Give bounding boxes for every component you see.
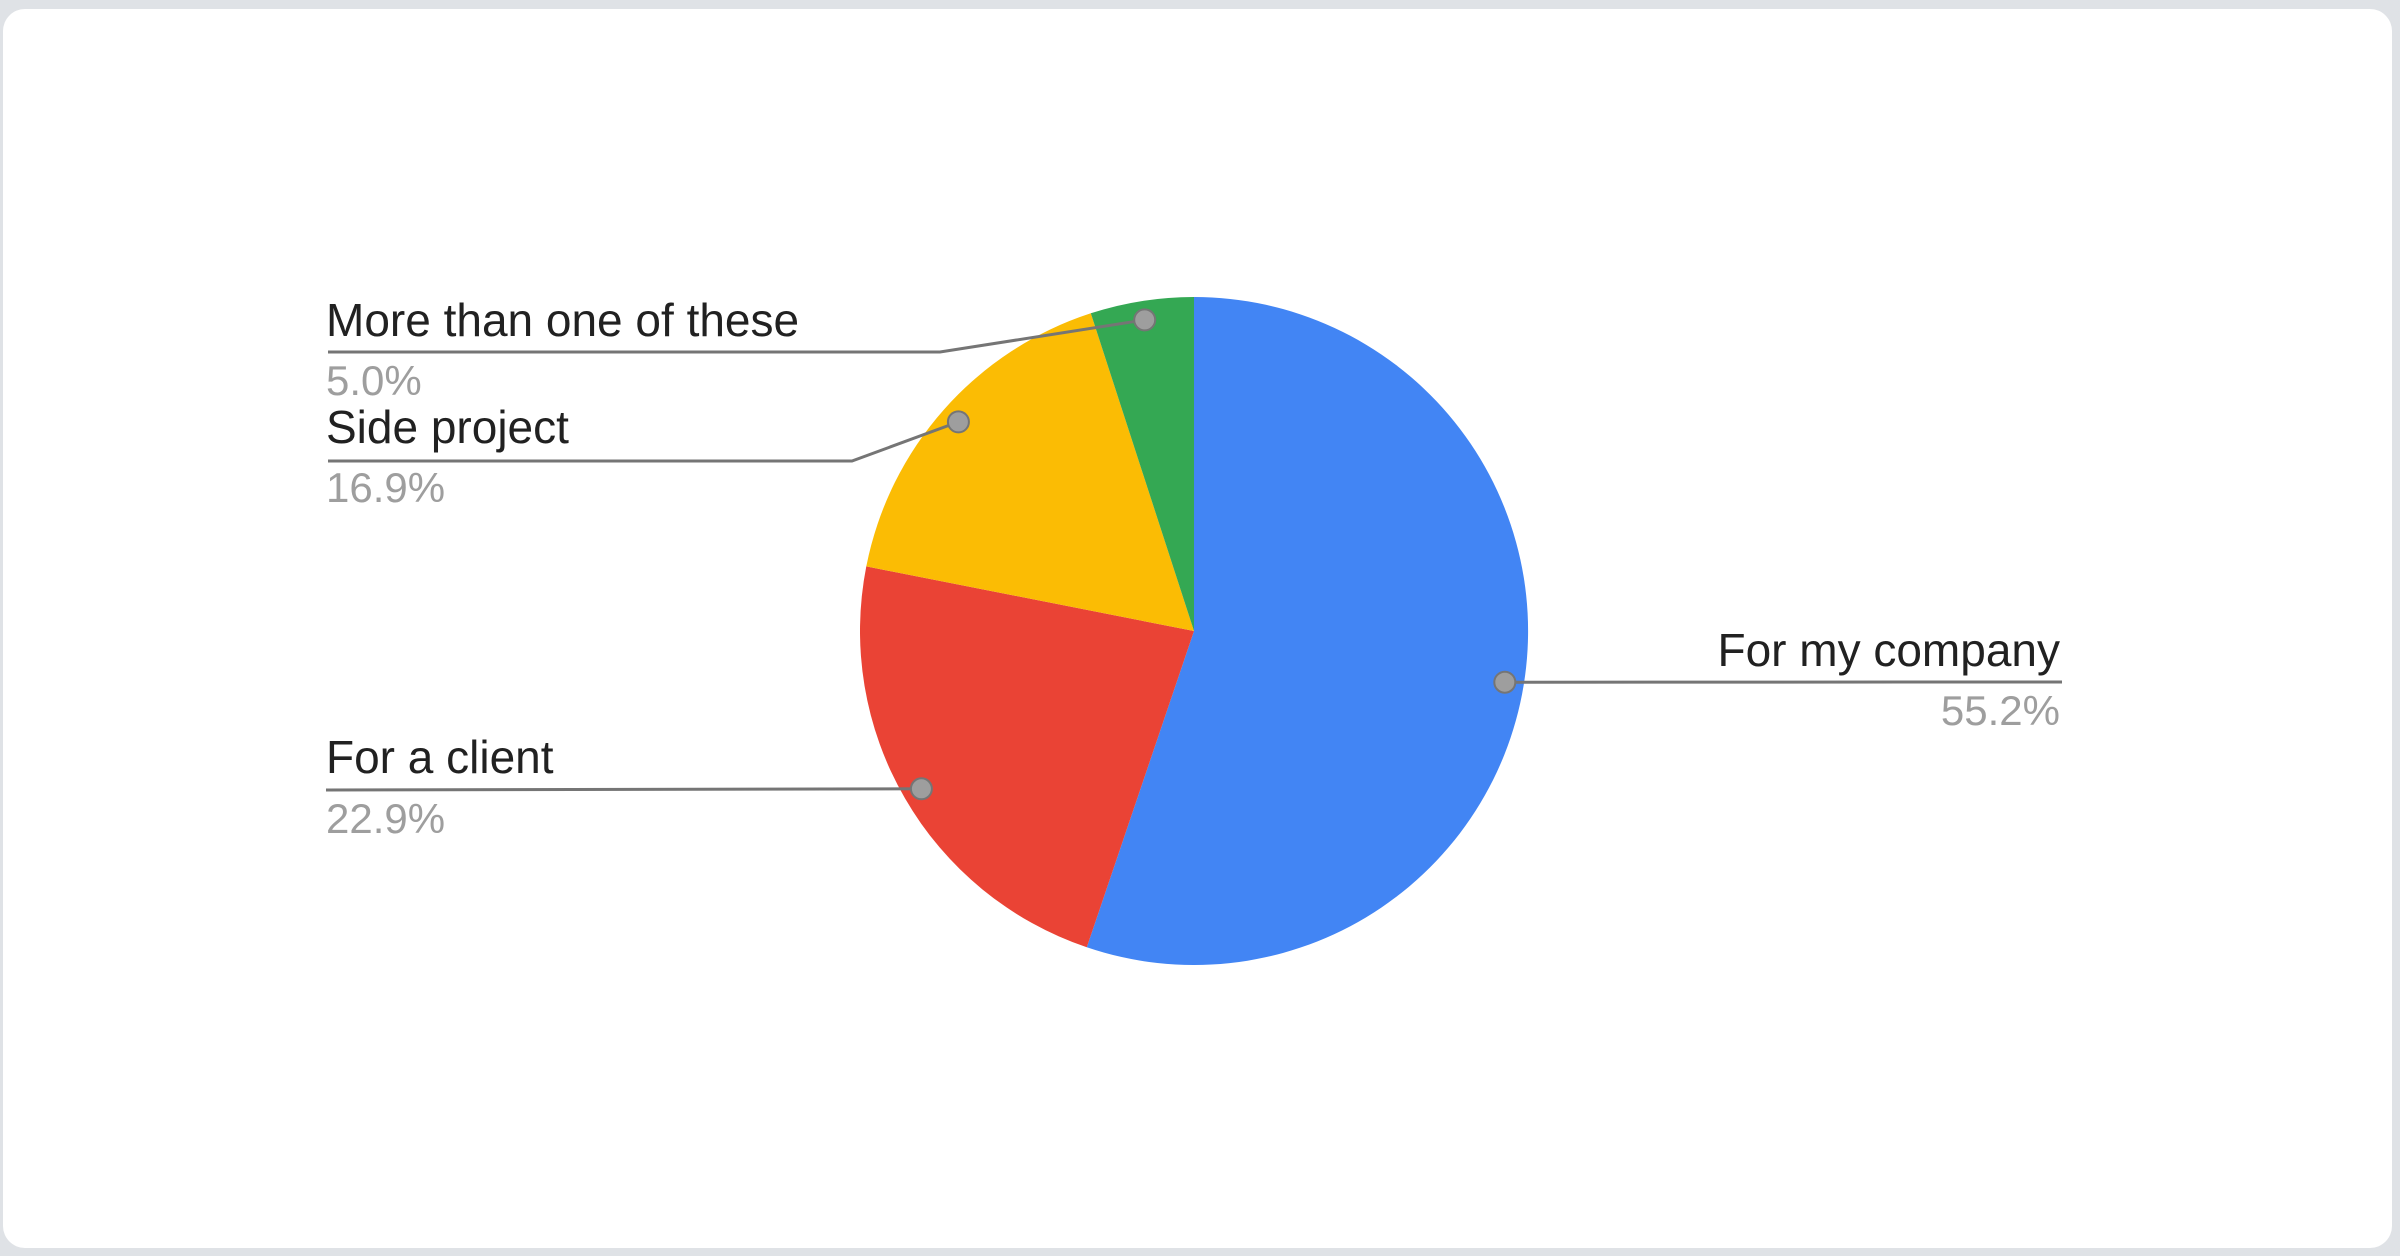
leader-line — [325, 787, 922, 792]
slice-dot — [1493, 670, 1517, 694]
pie-slice-side-project[interactable] — [866, 313, 1194, 631]
leader-line — [328, 420, 959, 463]
slice-dot — [1133, 308, 1157, 332]
pie-slice-for-a-client[interactable] — [859, 566, 1194, 948]
leader-line — [328, 318, 1145, 354]
pie-slice-for-my-company[interactable] — [1086, 297, 1529, 965]
slice-dot — [946, 410, 970, 434]
pie-slice-more-than-one-of-these[interactable] — [1090, 296, 1194, 631]
slice-dot — [909, 777, 933, 801]
